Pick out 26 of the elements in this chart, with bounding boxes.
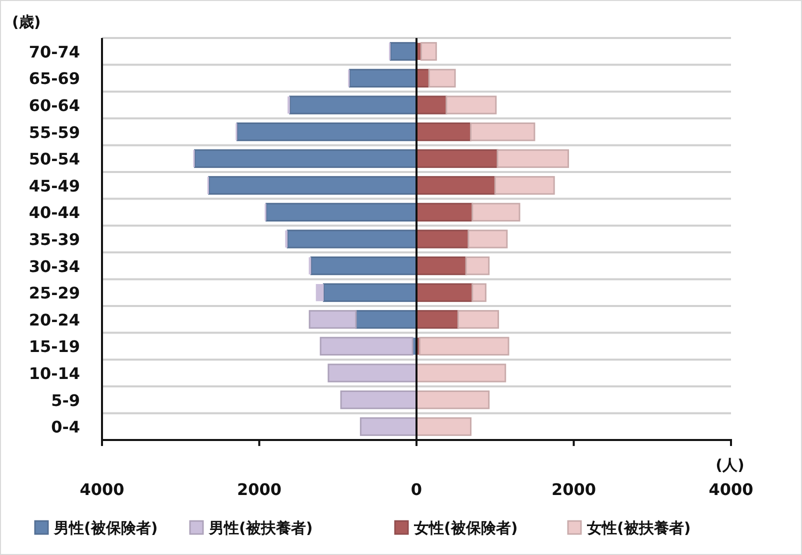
y-tick-label: 5-9 — [51, 390, 80, 410]
y-tick-label: 70-74 — [28, 42, 80, 62]
x-tick-label: 2000 — [551, 480, 596, 499]
y-tick-label: 20-24 — [28, 310, 80, 330]
y-tick-label: 0-4 — [51, 418, 80, 437]
x-axis-title: (人) — [716, 456, 744, 474]
y-tick-label: 60-64 — [28, 96, 80, 115]
x-tick-label: 2000 — [236, 480, 282, 499]
y-tick-label: 55-59 — [28, 122, 80, 142]
legend-label: 女性(被扶養者) — [586, 519, 691, 537]
y-axis-title: (歳) — [12, 13, 41, 31]
y-tick-label: 35-39 — [28, 230, 80, 249]
legend-label: 男性(被扶養者) — [208, 519, 313, 537]
y-tick-label: 40-44 — [28, 203, 80, 222]
y-tick-label: 30-34 — [28, 256, 80, 276]
y-tick-label: 50-54 — [28, 150, 80, 169]
x-tick-label: 4000 — [708, 480, 754, 499]
legend-label: 男性(被保険者) — [53, 519, 158, 537]
y-tick-label: 65-69 — [28, 69, 80, 88]
y-tick-label: 45-49 — [28, 176, 80, 196]
y-tick-label: 15-19 — [28, 337, 80, 356]
x-tick-label: 0 — [410, 480, 422, 499]
y-tick-label: 10-14 — [28, 364, 80, 383]
legend-label: 女性(被保険者) — [413, 519, 518, 537]
y-tick-label: 25-29 — [28, 284, 80, 303]
x-tick-label: 4000 — [80, 480, 124, 499]
